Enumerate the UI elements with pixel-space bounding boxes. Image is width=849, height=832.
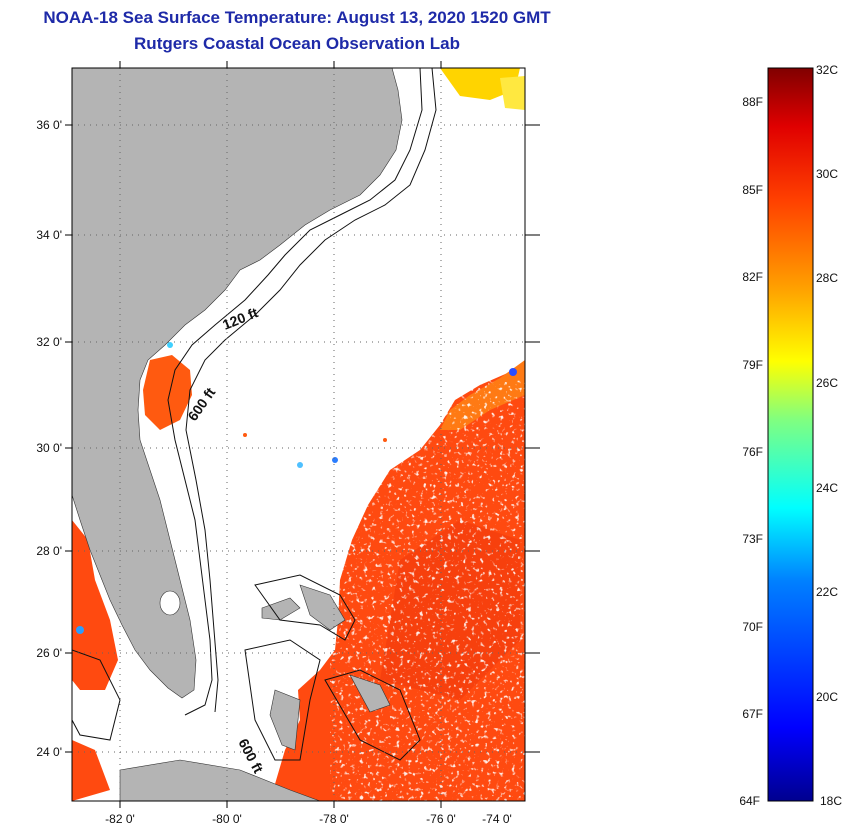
lon-label: -82 0' — [105, 812, 135, 826]
cbar-f-label: 88F — [742, 95, 763, 109]
cbar-f-label: 70F — [742, 620, 763, 634]
lon-label: -80 0' — [212, 812, 242, 826]
lat-label: 28 0' — [36, 544, 62, 558]
lat-label: 30 0' — [36, 441, 62, 455]
axis-ticks — [65, 61, 540, 808]
lon-label: -74 0' — [482, 812, 512, 826]
cbar-c-label: 20C — [816, 690, 838, 704]
cbar-c-label: 28C — [816, 271, 838, 285]
cbar-f-label: 85F — [742, 183, 763, 197]
lon-label: -76 0' — [426, 812, 456, 826]
map-subtitle: Rutgers Coastal Ocean Observation Lab — [134, 34, 460, 53]
map-title: NOAA-18 Sea Surface Temperature: August … — [43, 8, 551, 27]
lon-label: -78 0' — [319, 812, 349, 826]
colorbar-celsius-labels: 32C 30C 28C 26C 24C 22C 20C 18C — [816, 63, 842, 808]
lat-label: 32 0' — [36, 335, 62, 349]
lat-label: 24 0' — [36, 745, 62, 759]
cbar-c-label: 22C — [816, 585, 838, 599]
cbar-c-label: 32C — [816, 63, 838, 77]
cbar-f-label: 79F — [742, 358, 763, 372]
cbar-f-label: 76F — [742, 445, 763, 459]
cbar-f-label: 82F — [742, 270, 763, 284]
cbar-c-label: 30C — [816, 167, 838, 181]
temperature-colorbar — [767, 67, 814, 802]
cbar-c-label: 26C — [816, 376, 838, 390]
cbar-f-label: 73F — [742, 532, 763, 546]
lat-label: 34 0' — [36, 228, 62, 242]
lat-label: 36 0' — [36, 118, 62, 132]
land-mass — [72, 68, 403, 699]
cbar-c-label: 18C — [820, 794, 842, 808]
cbar-f-label: 64F — [739, 794, 760, 808]
cbar-f-label: 67F — [742, 707, 763, 721]
colorbar-fahrenheit-labels: 88F 85F 82F 79F 76F 73F 70F 67F 64F — [739, 95, 763, 808]
graticule — [72, 68, 525, 801]
cbar-c-label: 24C — [816, 481, 838, 495]
lat-label: 26 0' — [36, 646, 62, 660]
